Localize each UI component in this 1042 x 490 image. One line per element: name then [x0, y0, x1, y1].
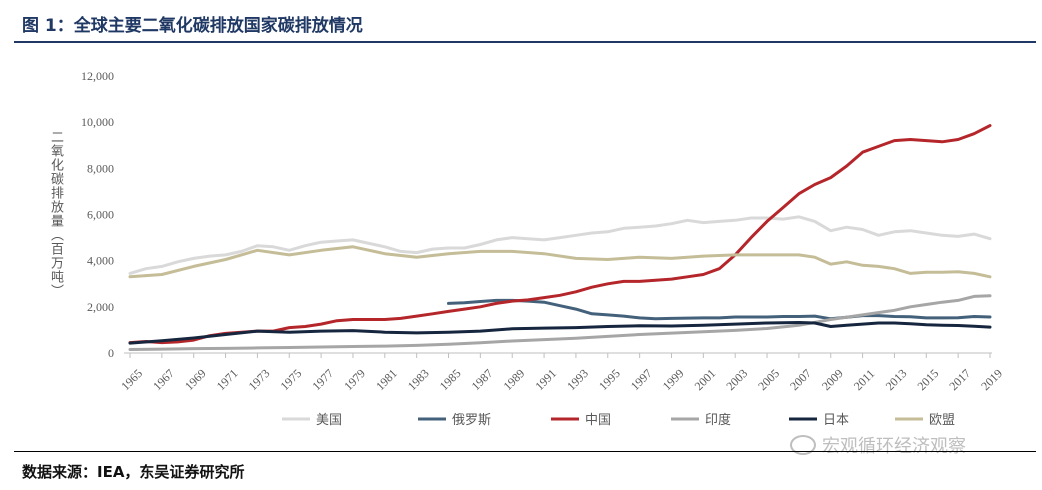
series-line — [128, 294, 992, 351]
legend-label: 中国 — [585, 412, 611, 427]
series-line — [447, 298, 992, 321]
watermark-text: 宏观循环经济观察 — [822, 436, 966, 457]
footer-rule — [14, 451, 1036, 452]
figure-title: 图 1：全球主要二氧化碳排放国家碳排放情况 — [22, 16, 363, 36]
x-tick-label: 1983 — [405, 366, 432, 393]
series-line — [128, 321, 992, 345]
header-rule — [14, 41, 1036, 43]
figure-header: 图 1：全球主要二氧化碳排放国家碳排放情况 — [0, 0, 1042, 44]
x-tick-label: 1997 — [628, 366, 655, 393]
x-tick-label: 2005 — [755, 366, 782, 393]
source-note: 数据来源：IEA，东吴证券研究所 — [22, 463, 245, 481]
x-tick-label: 1995 — [596, 366, 623, 393]
x-tick-label: 1971 — [214, 366, 241, 393]
y-axis-label: 二氧化碳排放量（百万吨） — [48, 130, 63, 298]
x-tick-label: 2017 — [946, 366, 973, 393]
y-tick-label: 6,000 — [87, 208, 114, 222]
series-line — [128, 215, 992, 275]
x-tick-label: 2003 — [723, 366, 750, 393]
x-tick-label: 2015 — [915, 366, 942, 393]
x-tick-label: 1965 — [118, 366, 145, 393]
legend-label: 俄罗斯 — [452, 412, 491, 427]
y-tick-label: 8,000 — [87, 161, 114, 175]
legend-label: 印度 — [705, 412, 731, 427]
x-tick-label: 1979 — [341, 366, 368, 393]
x-tick-label: 1977 — [309, 366, 336, 393]
x-tick-label: 1967 — [150, 366, 177, 393]
legend-label: 美国 — [316, 412, 342, 427]
watermark: 宏观循环经济观察 — [790, 432, 966, 458]
x-tick-label: 2011 — [851, 367, 878, 394]
x-tick-label: 2019 — [978, 366, 1005, 393]
series-line — [128, 124, 992, 345]
x-tick-label: 2013 — [883, 366, 910, 393]
x-tick-label: 1993 — [564, 366, 591, 393]
series-line — [128, 245, 992, 279]
y-tick-label: 4,000 — [87, 254, 114, 268]
x-tick-label: 1969 — [182, 366, 209, 393]
chart-area: 0 2,000 4,000 6,000 8,000 10,000 12,000 1965 196… — [0, 44, 1042, 448]
y-tick-label: 0 — [108, 346, 114, 360]
x-tick-label: 1985 — [437, 366, 464, 393]
legend-label: 日本 — [823, 412, 849, 427]
y-tick-label: 12,000 — [81, 69, 114, 83]
x-tick-label: 1999 — [660, 366, 687, 393]
x-tick-label: 1987 — [469, 366, 496, 393]
x-tick-label: 1973 — [246, 366, 273, 393]
wechat-icon — [790, 435, 816, 455]
x-tick-label: 2009 — [819, 366, 846, 393]
x-tick-label: 1991 — [532, 366, 559, 393]
legend-label: 欧盟 — [929, 412, 955, 427]
x-tick-label: 2007 — [787, 366, 814, 393]
x-tick-label: 2001 — [692, 366, 719, 393]
x-tick-label: 1989 — [500, 366, 527, 393]
x-tick-label: 1981 — [373, 366, 400, 393]
y-tick-label: 10,000 — [81, 115, 114, 129]
y-tick-label: 2,000 — [87, 300, 114, 314]
x-tick-label: 1975 — [277, 366, 304, 393]
